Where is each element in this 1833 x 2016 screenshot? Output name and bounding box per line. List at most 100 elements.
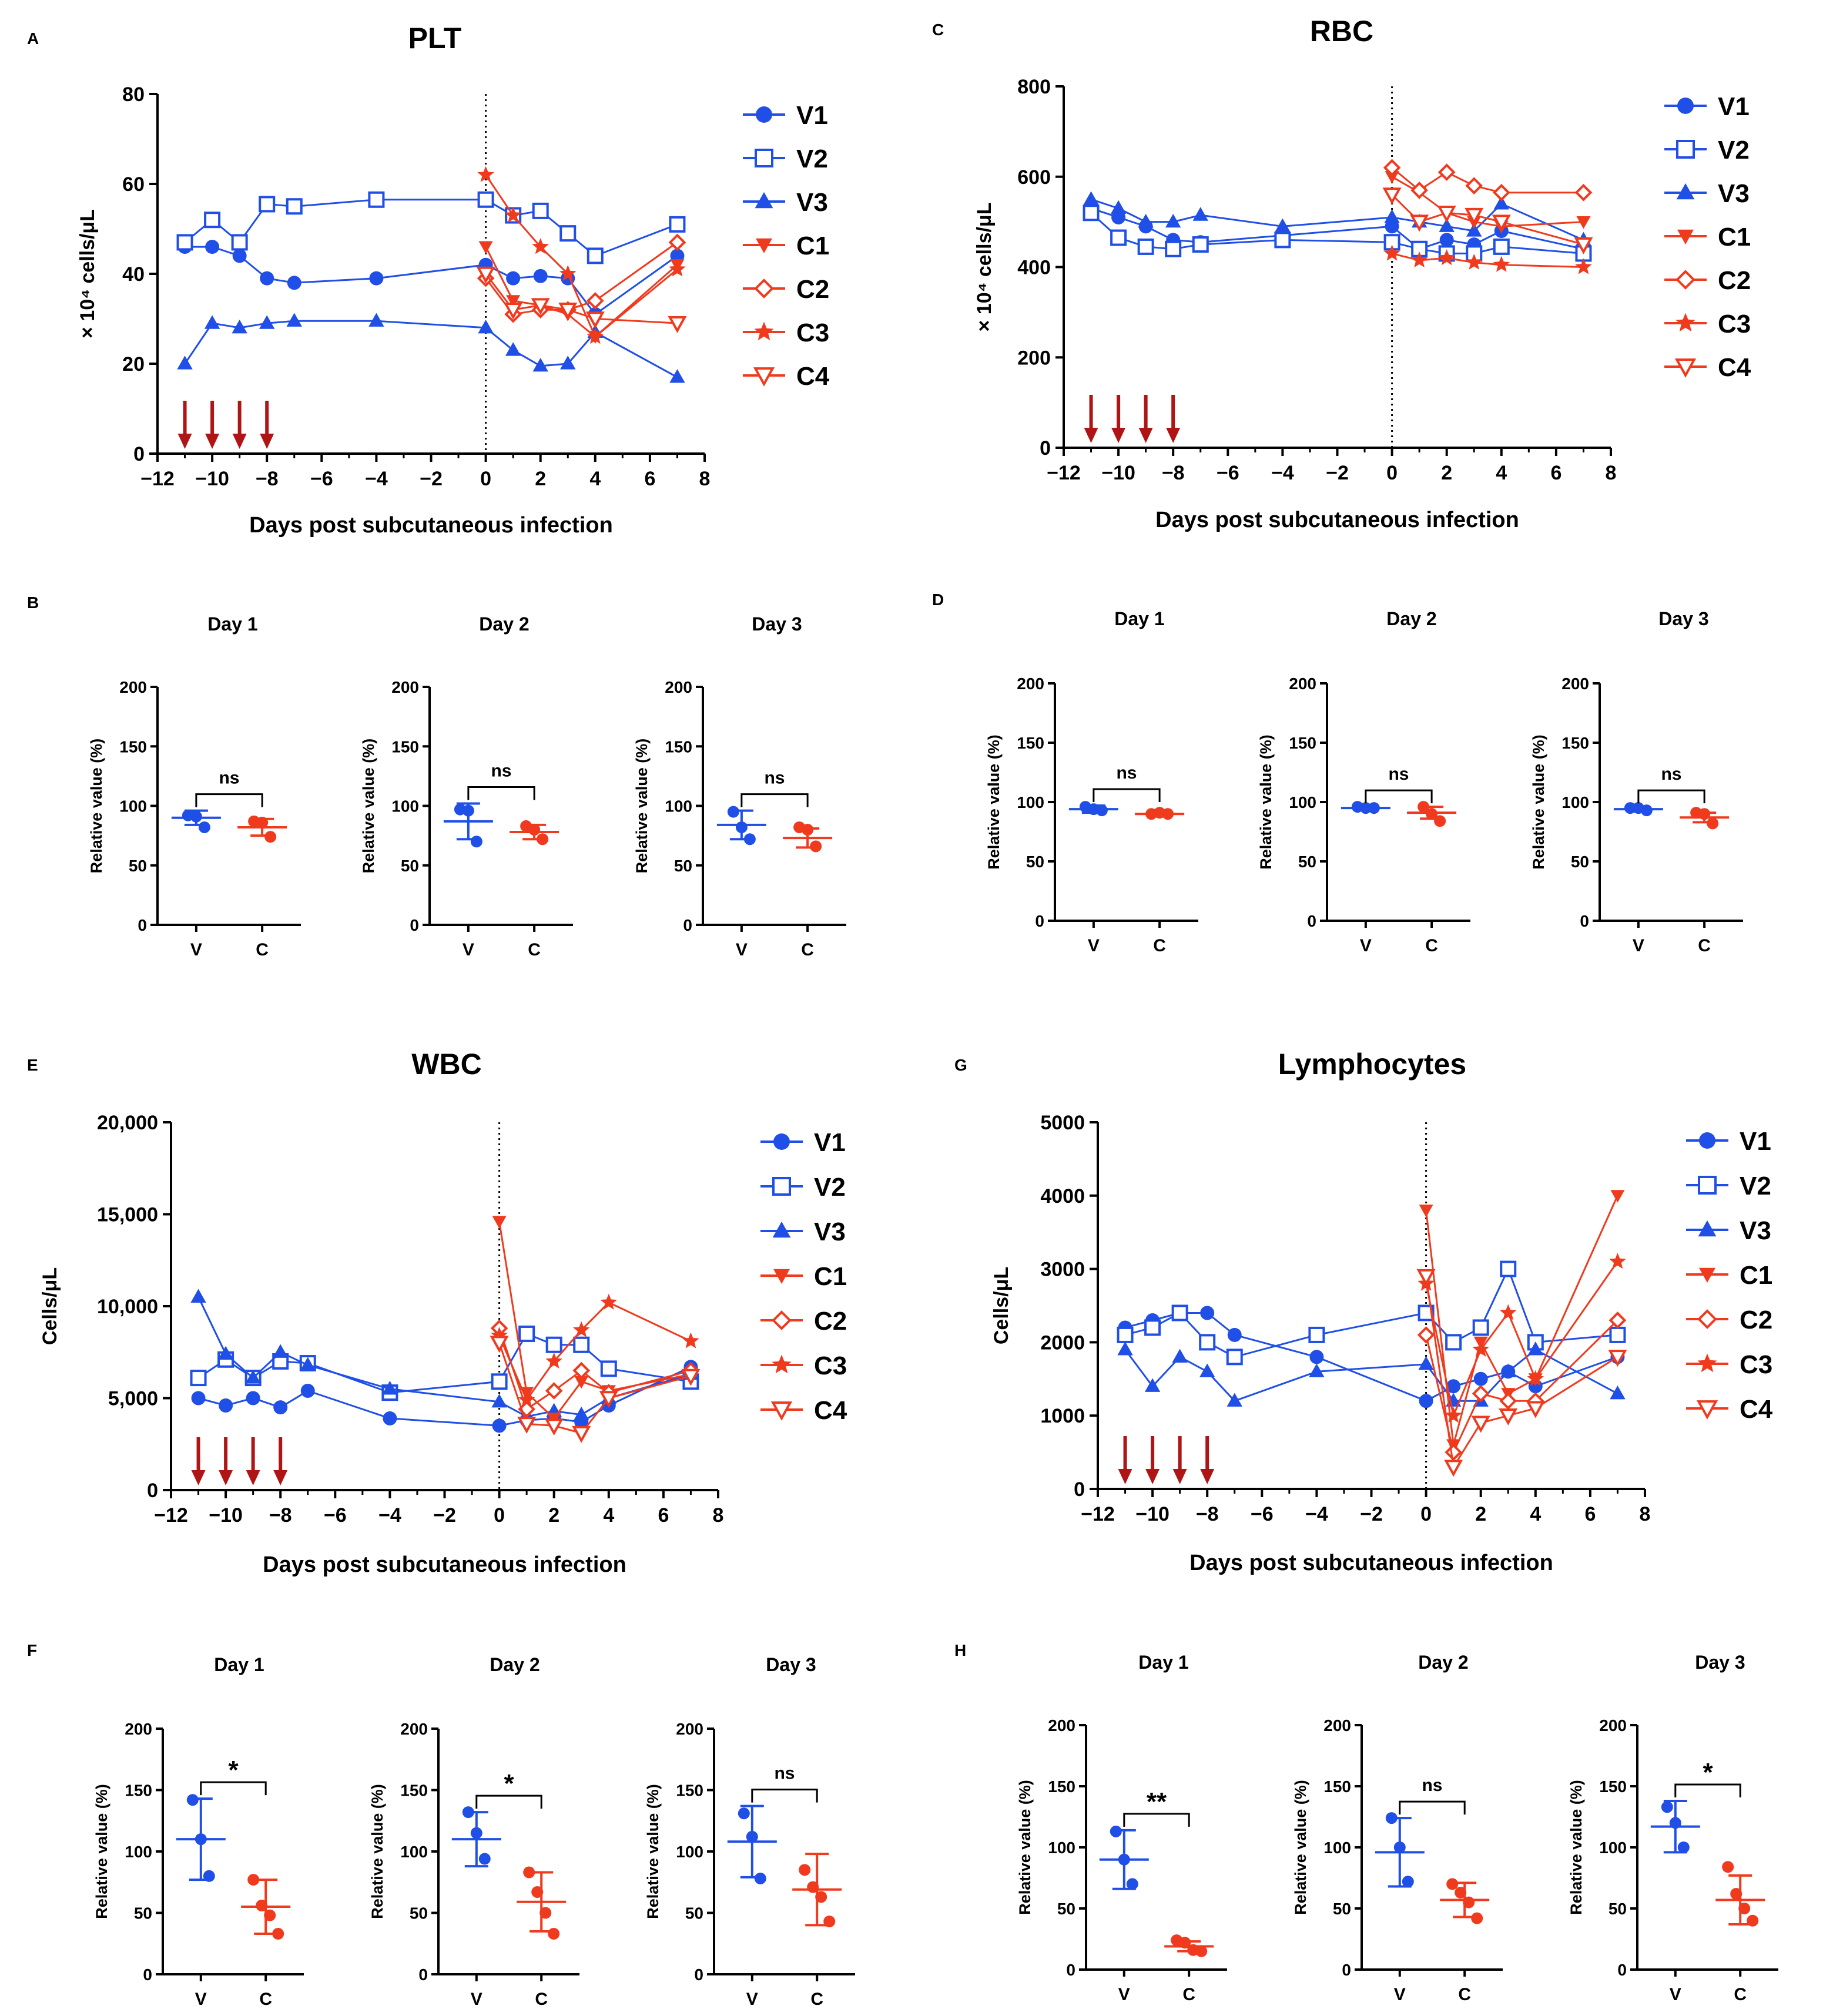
- data-point: [572, 1361, 591, 1380]
- y-axis-label: Relative value (%): [93, 1784, 110, 1919]
- data-point: [231, 234, 248, 251]
- series-line: [197, 1296, 691, 1418]
- data-point: [810, 840, 822, 853]
- y-tick-label: 200: [391, 678, 419, 696]
- data-point: [1416, 1269, 1436, 1286]
- data-point: [1698, 808, 1711, 820]
- bracket-line: [740, 793, 809, 807]
- data-point: [273, 1344, 289, 1358]
- data-point: [802, 824, 814, 836]
- data-point: [1499, 1408, 1518, 1425]
- y-tick-label: 4000: [1040, 1185, 1085, 1207]
- legend-marker: [1676, 183, 1695, 200]
- dose-arrow: [219, 1437, 233, 1485]
- y-tick-label: 0: [1066, 1961, 1075, 1979]
- data-point: [1446, 1878, 1459, 1890]
- data-point: [600, 1360, 617, 1377]
- data-point: [490, 1336, 509, 1353]
- group-c-errorbar: [510, 820, 559, 846]
- subplot-day-3: Day 3 0 50 100 150 200 Relative value (%) V Cns: [1530, 608, 1743, 955]
- data-point: [300, 1383, 315, 1398]
- x-axis-label: Days post subcutaneous infection: [249, 513, 613, 538]
- group-c-errorbar: [1164, 1934, 1214, 1957]
- legend-label: C2: [796, 275, 829, 304]
- x-tick-label: −12: [140, 468, 175, 490]
- y-tick-label: 10,000: [97, 1296, 158, 1318]
- y-tick-label: 200: [119, 678, 147, 696]
- data-point: [669, 260, 686, 277]
- subplot-day-1: Day 1 0 50 100 150 200 Relative value (%) V Cns: [88, 613, 301, 960]
- data-point: [190, 1289, 206, 1303]
- data-point: [1110, 229, 1127, 246]
- y-tick-label: 150: [1561, 734, 1589, 752]
- y-axis-label: Relative value (%): [1292, 1780, 1309, 1915]
- data-point: [470, 836, 482, 848]
- legend-label: V3: [1740, 1216, 1771, 1245]
- x-tick-label: −6: [310, 468, 333, 490]
- y-tick-label: 200: [665, 678, 692, 696]
- series-c2: [1383, 159, 1593, 202]
- dose-arrow-head: [1200, 1469, 1215, 1484]
- x-tick-label: V: [746, 1990, 758, 2009]
- data-point: [204, 315, 220, 329]
- data-point: [1610, 1190, 1625, 1203]
- group-v-errorbar: [443, 802, 493, 848]
- x-tick-label: −10: [1101, 462, 1135, 484]
- group-v-errorbar: [1375, 1812, 1425, 1888]
- dose-arrow-head: [1118, 1469, 1132, 1484]
- data-point: [1402, 1876, 1414, 1888]
- data-point: [573, 1336, 590, 1353]
- panel-letter-d: D: [932, 591, 944, 609]
- y-tick-label: 0: [1342, 1961, 1351, 1979]
- group-c-errorbar: [237, 815, 287, 843]
- dose-arrow-head: [1111, 428, 1126, 443]
- x-tick-label: −4: [378, 1504, 401, 1527]
- data-point: [735, 821, 748, 833]
- legend-entry-c3: C3: [760, 1351, 847, 1380]
- data-point: [1117, 1341, 1133, 1356]
- data-point: [191, 1391, 206, 1406]
- y-axis-label: Relative value (%): [644, 1784, 662, 1919]
- x-tick-label: C: [1425, 936, 1438, 955]
- data-point: [1471, 1415, 1490, 1433]
- data-point: [518, 1325, 535, 1342]
- x-tick-label: V: [1360, 936, 1372, 955]
- data-point: [559, 225, 577, 242]
- legend-label: C3: [796, 318, 829, 347]
- data-point: [1227, 1393, 1242, 1407]
- y-tick-label: 200: [1561, 675, 1589, 693]
- data-point: [273, 1400, 288, 1415]
- series-line: [1425, 1195, 1618, 1445]
- y-axis-label: Relative value (%): [88, 739, 105, 874]
- x-tick-label: 4: [1530, 1503, 1541, 1525]
- data-point: [518, 1391, 535, 1407]
- series-c3: [491, 1293, 699, 1407]
- legend-label: C1: [814, 1262, 847, 1291]
- subplot-day-2: Day 2 0 50 100 150 200 Relative value (%) V Cns: [360, 613, 573, 960]
- data-point: [1499, 1392, 1517, 1410]
- data-point: [1359, 802, 1372, 814]
- y-tick-label: 150: [400, 1782, 428, 1800]
- dose-arrow-head: [246, 1470, 260, 1485]
- data-point: [587, 247, 604, 264]
- bracket-line: [1093, 788, 1161, 803]
- legend-entry-v2: V2: [743, 145, 828, 173]
- data-point: [1083, 204, 1100, 222]
- significance-bracket: **: [1123, 1787, 1190, 1827]
- subplot-day-1: Day 1 0 50 100 150 200 Relative value (%) V C *: [93, 1654, 304, 2009]
- data-point: [190, 810, 202, 823]
- x-tick-label: −2: [1326, 462, 1349, 484]
- series-line: [485, 246, 678, 338]
- y-tick-label: 60: [122, 173, 145, 196]
- legend-entry-c2: C2: [760, 1307, 847, 1336]
- x-tick-label: −8: [256, 468, 279, 490]
- data-point: [1083, 191, 1099, 205]
- data-point: [1439, 233, 1454, 247]
- series-line: [1425, 1261, 1618, 1419]
- y-axis-label: Relative value (%): [360, 739, 377, 874]
- data-point: [531, 1886, 544, 1898]
- x-tick-label: −6: [1217, 462, 1239, 484]
- data-point: [477, 191, 494, 208]
- bracket-line: [200, 1781, 267, 1796]
- data-point: [517, 1417, 537, 1434]
